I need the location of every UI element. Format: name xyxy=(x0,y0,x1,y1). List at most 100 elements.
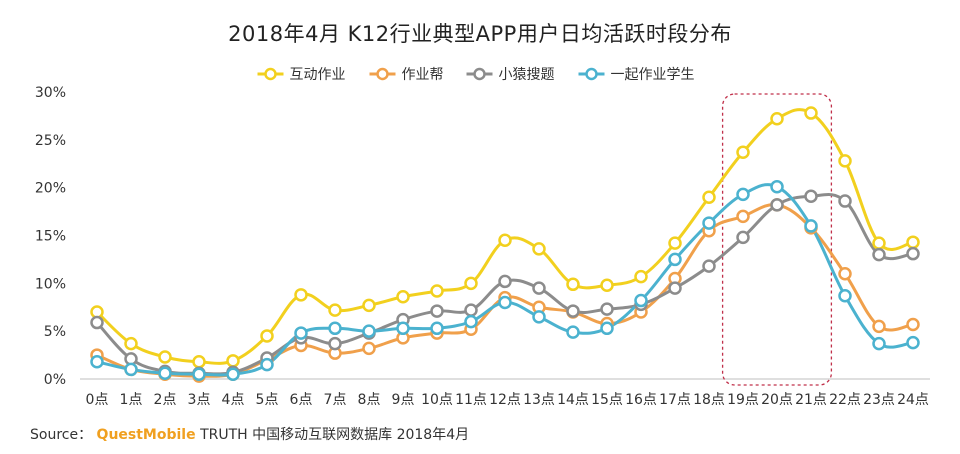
data-point xyxy=(872,236,886,250)
data-point xyxy=(770,198,784,212)
x-tick-label: 9点 xyxy=(392,392,415,408)
data-point xyxy=(158,366,172,381)
data-point xyxy=(396,289,410,304)
x-tick-label: 21点 xyxy=(795,392,827,408)
x-tick-label: 23点 xyxy=(863,392,895,408)
data-point xyxy=(158,350,172,364)
legend-item: 小猿搜题 xyxy=(466,67,555,83)
y-tick-label: 20% xyxy=(35,181,66,197)
data-point xyxy=(770,179,784,194)
data-point xyxy=(328,336,342,351)
data-point xyxy=(736,209,750,224)
data-point xyxy=(600,278,614,292)
x-tick-label: 12点 xyxy=(489,392,521,408)
data-point xyxy=(464,314,478,329)
data-point xyxy=(362,341,376,356)
data-point xyxy=(668,252,682,267)
x-tick-label: 14点 xyxy=(557,392,589,408)
data-point xyxy=(328,321,342,336)
x-tick-label: 19点 xyxy=(727,392,759,408)
data-point xyxy=(566,304,580,318)
data-point xyxy=(872,336,886,351)
data-point xyxy=(362,298,376,313)
x-tick-label: 4点 xyxy=(222,392,245,408)
data-point xyxy=(838,194,852,208)
x-tick-label: 3点 xyxy=(188,392,211,408)
data-point xyxy=(668,236,682,250)
y-tick-label: 30% xyxy=(35,85,66,101)
data-point xyxy=(124,362,138,377)
y-tick-label: 25% xyxy=(35,133,66,149)
x-tick-label: 2点 xyxy=(154,392,177,408)
data-point xyxy=(566,325,580,339)
y-tick-label: 0% xyxy=(44,372,66,388)
data-point xyxy=(430,321,444,336)
legend-item: 互动作业 xyxy=(257,67,346,83)
legend-item: 一起作业学生 xyxy=(578,67,695,83)
data-point xyxy=(770,112,784,126)
series-line xyxy=(96,203,914,378)
data-point xyxy=(566,277,580,292)
source-brand: QuestMobile xyxy=(96,427,196,443)
data-point xyxy=(362,324,376,338)
legend-swatch-marker xyxy=(264,67,277,81)
data-point xyxy=(906,317,920,332)
x-tick-label: 13点 xyxy=(523,392,555,408)
data-point xyxy=(906,246,920,261)
x-tick-label: 11点 xyxy=(455,392,487,408)
data-point xyxy=(906,335,920,350)
data-point xyxy=(736,145,750,160)
x-tick-label: 16点 xyxy=(625,392,657,408)
legend-label: 小猿搜题 xyxy=(499,67,555,83)
x-tick-label: 8点 xyxy=(358,392,381,408)
data-point xyxy=(838,267,852,281)
data-point xyxy=(430,284,444,298)
data-point xyxy=(532,310,546,324)
data-point xyxy=(736,230,750,245)
data-point xyxy=(634,293,648,308)
highlight-box xyxy=(721,93,833,386)
data-point xyxy=(600,302,614,316)
data-point xyxy=(872,247,886,262)
x-tick-label: 20点 xyxy=(761,392,793,408)
data-point xyxy=(294,288,308,302)
y-tick-label: 5% xyxy=(44,324,66,340)
x-tick-label: 0点 xyxy=(86,392,109,408)
x-tick-label: 15点 xyxy=(591,392,623,408)
data-point xyxy=(736,187,750,202)
source-note: Source： QuestMobile TRUTH 中国移动互联网数据库 201… xyxy=(30,424,469,444)
x-tick-label: 5点 xyxy=(256,392,279,408)
data-point xyxy=(464,303,478,317)
data-point xyxy=(294,326,308,340)
legend-label: 作业帮 xyxy=(402,67,444,83)
x-tick-label: 17点 xyxy=(659,392,691,408)
x-tick-label: 18点 xyxy=(693,392,725,408)
data-point xyxy=(328,303,342,317)
data-point xyxy=(226,367,240,381)
data-point xyxy=(260,357,274,372)
data-point xyxy=(192,367,206,381)
x-tick-label: 24点 xyxy=(897,392,929,408)
data-point xyxy=(532,281,546,295)
data-point xyxy=(90,315,104,330)
x-tick-label: 1点 xyxy=(120,392,143,408)
data-point xyxy=(532,242,546,256)
legend-swatch-marker xyxy=(585,67,598,81)
y-tick-label: 15% xyxy=(35,229,66,245)
data-point xyxy=(838,154,852,168)
legend-label: 互动作业 xyxy=(290,67,346,83)
legend-label: 一起作业学生 xyxy=(611,67,695,83)
data-point xyxy=(430,304,444,318)
y-tick-label: 10% xyxy=(35,276,66,292)
data-point xyxy=(498,295,512,310)
data-point xyxy=(226,354,240,368)
data-point xyxy=(124,336,138,351)
data-point xyxy=(192,355,206,369)
data-point xyxy=(498,274,512,289)
source-prefix: Source： xyxy=(30,427,93,443)
data-point xyxy=(804,189,818,204)
data-point xyxy=(804,106,818,120)
data-point xyxy=(90,355,104,369)
data-point xyxy=(702,216,716,230)
